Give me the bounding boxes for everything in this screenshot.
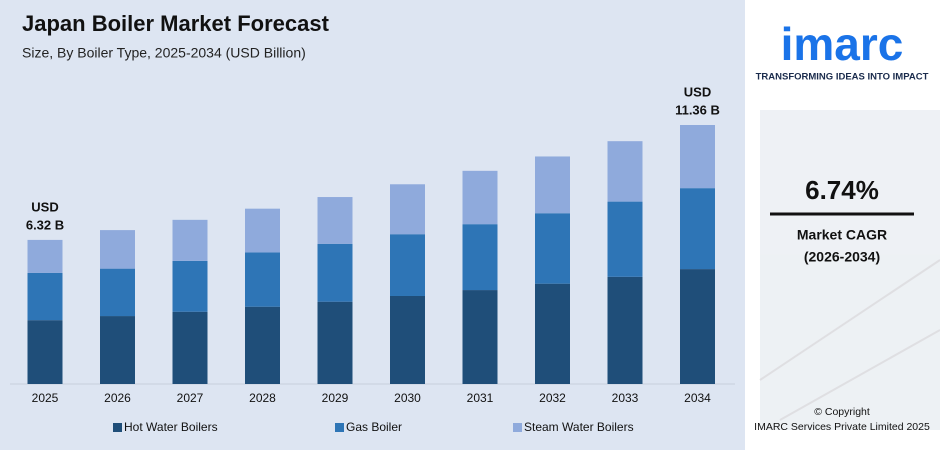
x-tick-label: 2030 [394,391,421,405]
sidebar-background [745,0,940,450]
bar-segment [245,252,280,307]
x-tick-label: 2028 [249,391,276,405]
cagr-value: 6.74% [805,175,879,205]
bar-segment [462,290,498,384]
cagr-period: (2026-2034) [804,249,880,265]
legend-swatch [513,423,522,432]
bar-segment [27,272,63,321]
bar-segment [462,170,498,225]
company: IMARC Services Private Limited 2025 [754,421,930,433]
legend-label: Gas Boiler [346,420,402,434]
x-tick-label: 2027 [177,391,204,405]
bar-segment [535,156,570,214]
x-tick-label: 2031 [467,391,494,405]
bar-segment [390,184,425,235]
legend-label: Hot Water Boilers [124,420,218,434]
bar-segment [680,125,715,189]
x-tick-label: 2029 [322,391,349,405]
bar-segment [100,316,135,384]
bar-segment [535,283,570,384]
bar-segment [390,295,425,384]
bar-segment [390,234,425,296]
bar-segment [607,201,643,277]
x-tick-label: 2025 [32,391,59,405]
chart-title: Japan Boiler Market Forecast [22,11,330,36]
bar-segment [680,188,715,270]
bar-segment [245,208,280,253]
x-tick-label: 2026 [104,391,131,405]
bar-segment [462,224,498,291]
chart-subtitle: Size, By Boiler Type, 2025-2034 (USD Bil… [22,45,306,61]
total-label: USD [684,84,711,99]
sidebar-decoration [759,110,940,430]
bar-segment [172,260,208,312]
bar-segment [535,213,570,284]
bar-segment [172,311,208,384]
total-label: 6.32 B [26,217,64,232]
cagr-label: Market CAGR [797,227,887,243]
bar-segment [100,230,135,269]
x-tick-label: 2032 [539,391,566,405]
bar-segment [172,219,208,261]
bar-segment [680,269,715,384]
legend-swatch [113,423,122,432]
legend-label: Steam Water Boilers [524,420,634,434]
tagline: TRANSFORMING IDEAS INTO IMPACT [756,72,929,83]
bar-segment [607,276,643,384]
legend-swatch [335,423,344,432]
bar-segment [100,268,135,317]
bar-segment [27,320,63,384]
bar-segment [317,301,353,384]
bar-segment [27,239,63,273]
total-label: 11.36 B [675,102,720,117]
bar-segment [317,197,353,244]
copyright: © Copyright [814,406,870,418]
total-label: USD [31,199,58,214]
x-tick-label: 2033 [612,391,639,405]
bar-segment [317,243,353,302]
x-tick-label: 2034 [684,391,711,405]
bar-segment [607,141,643,202]
logo: imarc [781,18,904,70]
bar-segment [245,306,280,384]
